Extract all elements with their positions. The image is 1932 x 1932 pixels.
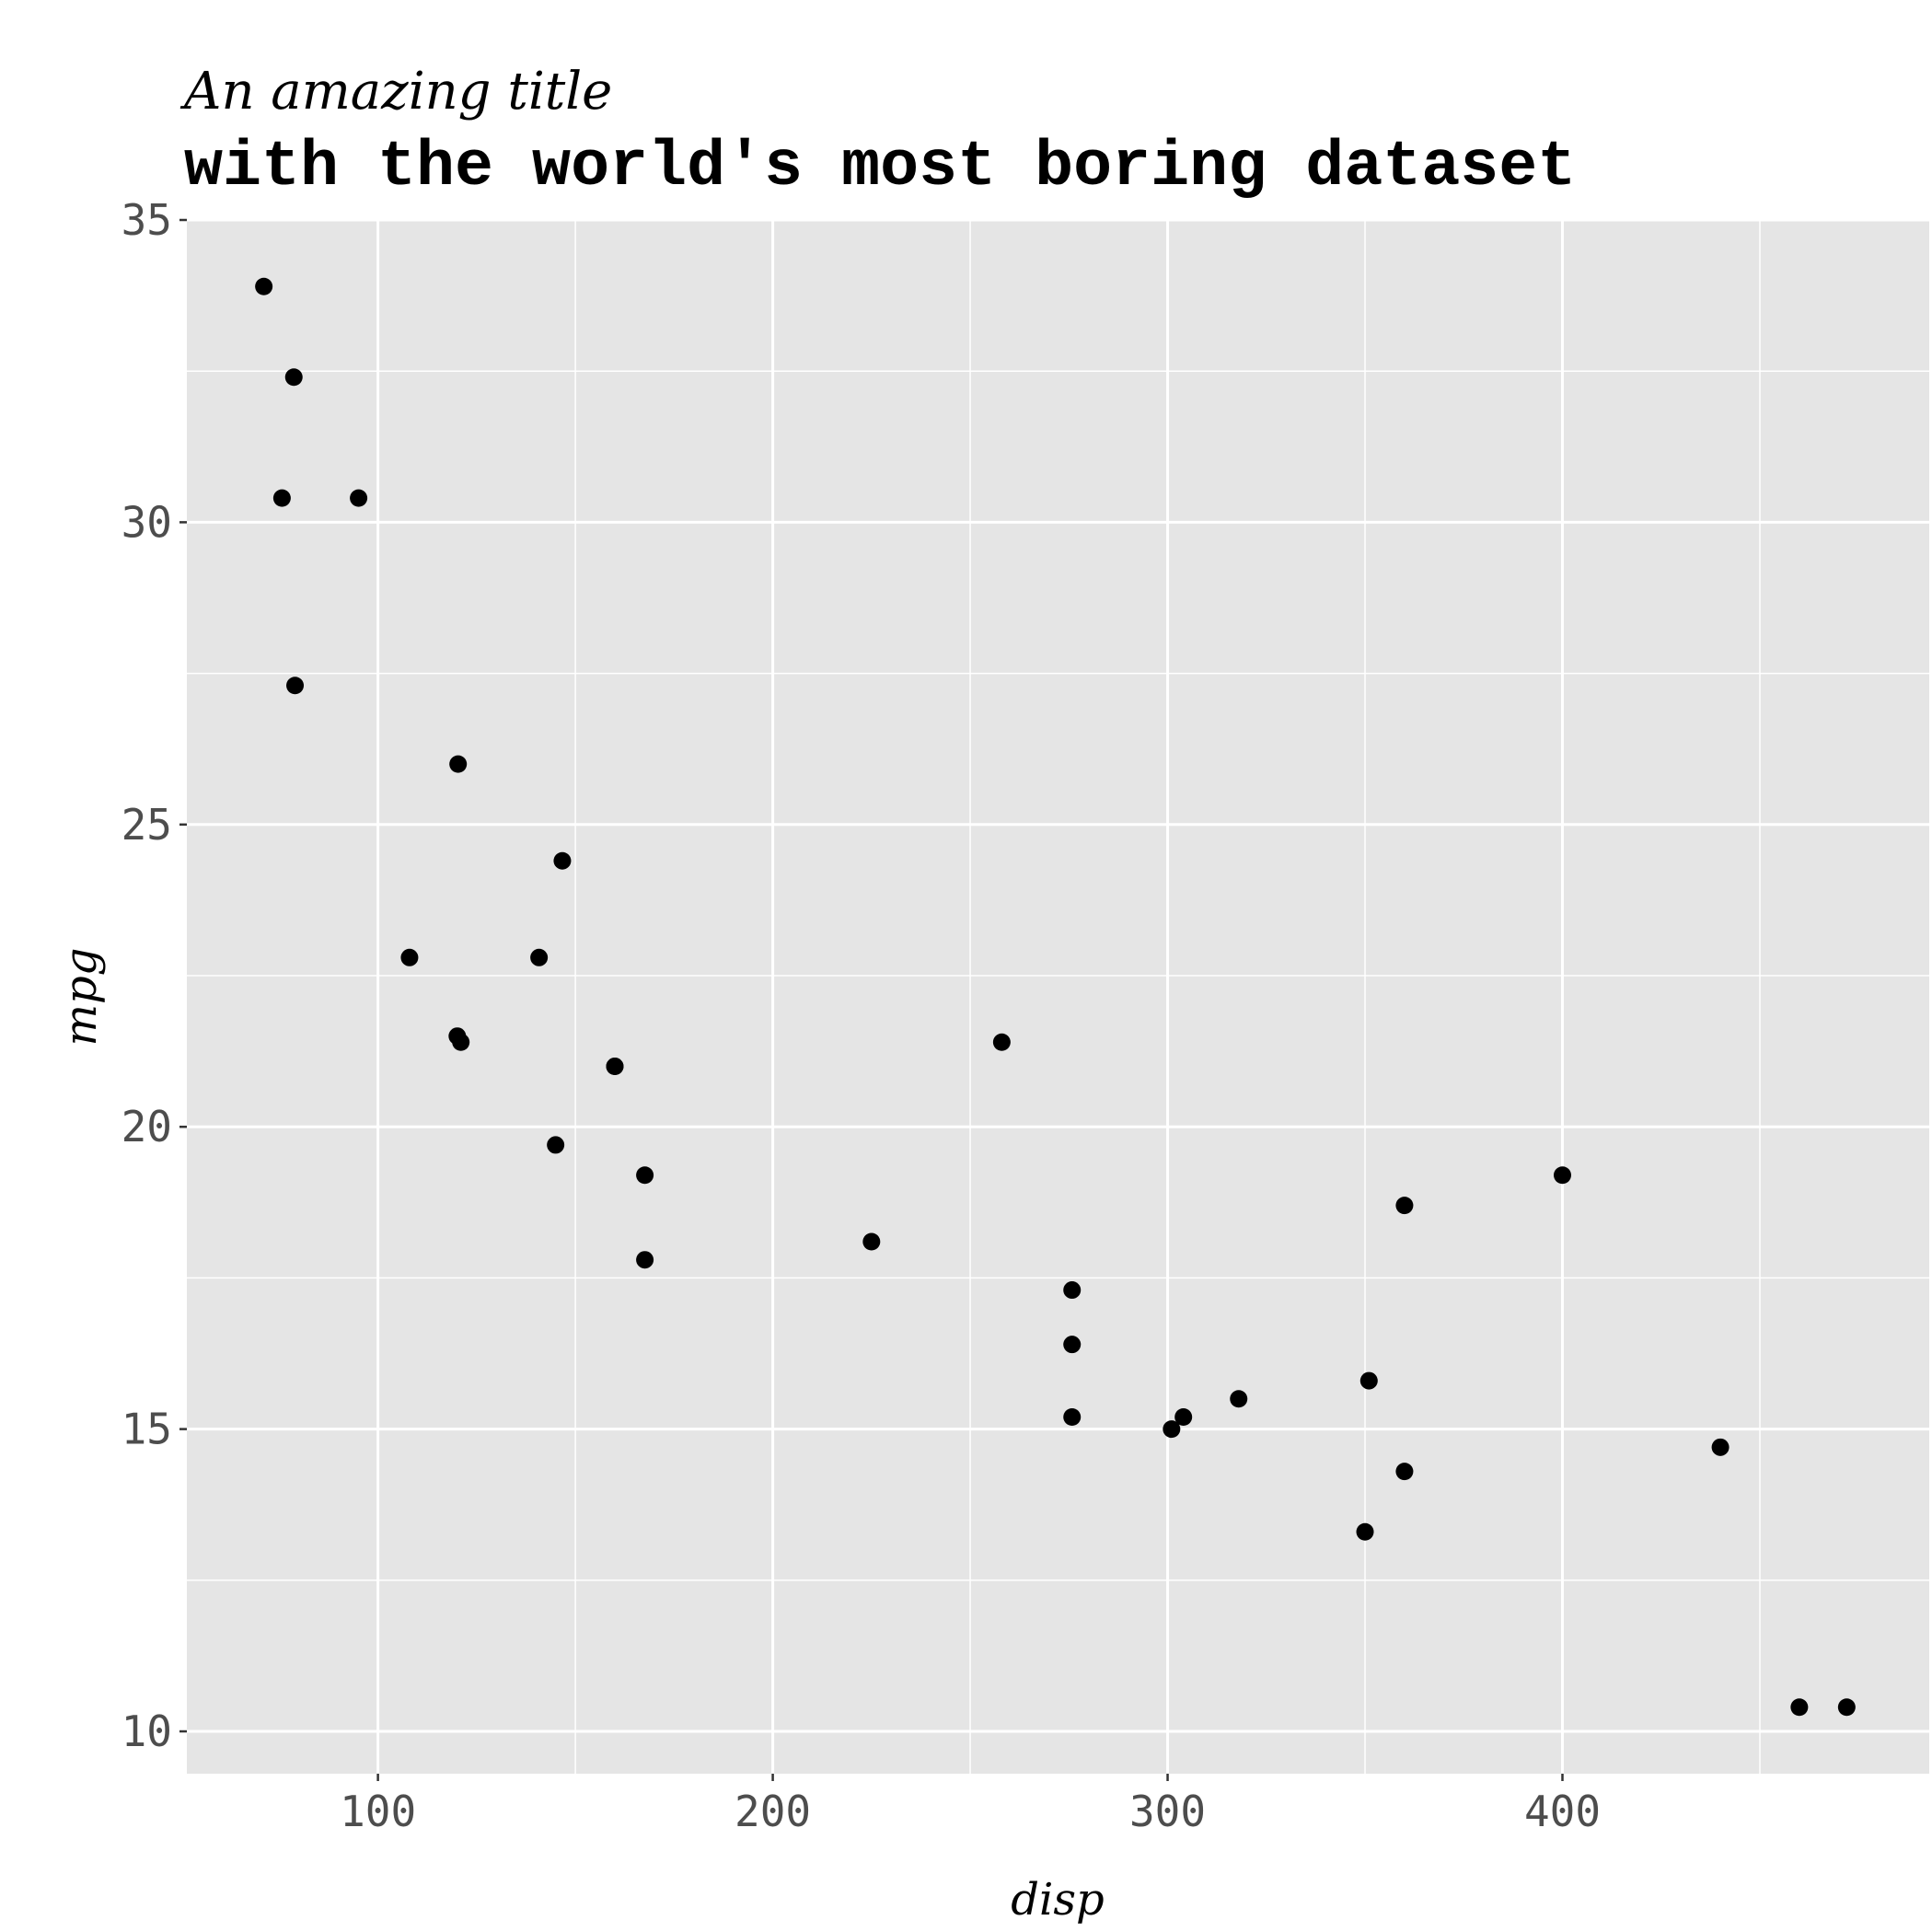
data-point	[1356, 1522, 1374, 1541]
data-point	[255, 277, 273, 295]
gridlines	[187, 218, 1929, 1774]
data-point	[1359, 1371, 1378, 1390]
data-point	[1395, 1463, 1414, 1481]
y-tick-label: 25	[121, 800, 172, 850]
x-tick-label: 100	[340, 1787, 416, 1836]
data-point	[636, 1251, 654, 1269]
data-point	[547, 1136, 565, 1154]
data-point	[272, 489, 291, 507]
y-tick-label: 30	[121, 497, 172, 547]
data-point	[553, 851, 572, 870]
data-point	[1163, 1420, 1181, 1439]
data-point	[1790, 1698, 1809, 1717]
data-points	[255, 277, 1856, 1717]
data-point	[1174, 1407, 1193, 1426]
data-point	[1711, 1438, 1730, 1456]
data-point	[1553, 1166, 1571, 1185]
data-point	[1063, 1281, 1082, 1300]
data-point	[286, 677, 305, 695]
data-point	[862, 1232, 881, 1251]
y-tick-label: 10	[121, 1706, 172, 1756]
data-point	[636, 1166, 654, 1185]
data-point	[284, 368, 303, 387]
x-axis-title: disp	[1011, 1874, 1104, 1926]
data-point	[400, 948, 419, 966]
data-point	[606, 1058, 624, 1076]
data-point	[1395, 1197, 1414, 1215]
data-point	[449, 755, 468, 773]
y-tick-label: 35	[121, 195, 172, 245]
x-tick-label: 400	[1524, 1787, 1601, 1836]
x-axis-ticks: 100 200 300 400	[340, 1774, 1601, 1836]
chart-subtitle: with the world's most boring dataset	[184, 132, 1576, 204]
data-point	[452, 1033, 470, 1051]
data-point	[1230, 1390, 1248, 1408]
data-point	[530, 948, 549, 966]
plot-panel	[187, 220, 1929, 1774]
y-axis-title: mpg	[55, 948, 107, 1047]
y-tick-label: 20	[121, 1102, 172, 1151]
data-point	[1063, 1336, 1082, 1354]
data-point	[1063, 1407, 1082, 1426]
y-tick-label: 15	[121, 1405, 172, 1454]
data-point	[1837, 1698, 1856, 1717]
chart-title: An amazing title	[179, 62, 612, 121]
x-tick-label: 300	[1129, 1787, 1206, 1836]
data-point	[350, 489, 368, 507]
y-axis-ticks: 10 15 20 25 30 35	[121, 195, 187, 1756]
data-point	[992, 1033, 1011, 1051]
x-tick-label: 200	[735, 1787, 811, 1836]
